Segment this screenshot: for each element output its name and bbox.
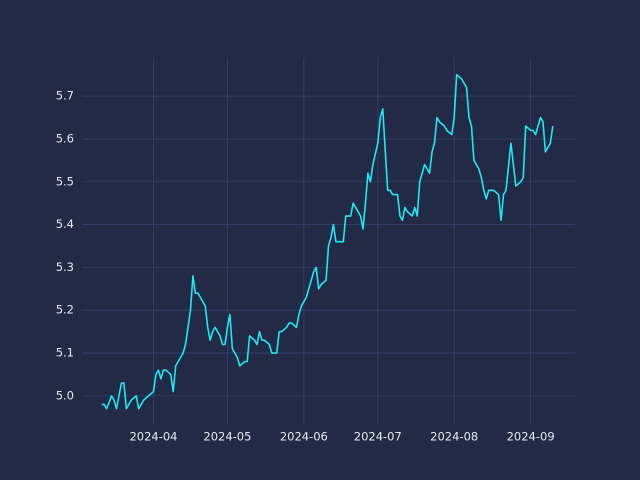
y-tick-label: 5.2: [56, 303, 74, 317]
x-tick-label: 2024-06: [280, 430, 328, 444]
y-tick-label: 5.1: [56, 346, 74, 360]
x-tick-label: 2024-04: [129, 430, 177, 444]
y-tick-label: 5.6: [56, 131, 74, 145]
y-tick-label: 5.7: [56, 89, 74, 103]
y-tick-label: 5.5: [56, 174, 74, 188]
y-tick-label: 5.3: [56, 260, 74, 274]
x-tick-label: 2024-09: [507, 430, 555, 444]
x-tick-label: 2024-05: [203, 430, 251, 444]
x-tick-label: 2024-08: [430, 430, 478, 444]
y-tick-label: 5.4: [56, 217, 74, 231]
y-tick-label: 5.0: [56, 388, 74, 402]
x-tick-label: 2024-07: [354, 430, 402, 444]
data-line: [101, 73, 554, 410]
